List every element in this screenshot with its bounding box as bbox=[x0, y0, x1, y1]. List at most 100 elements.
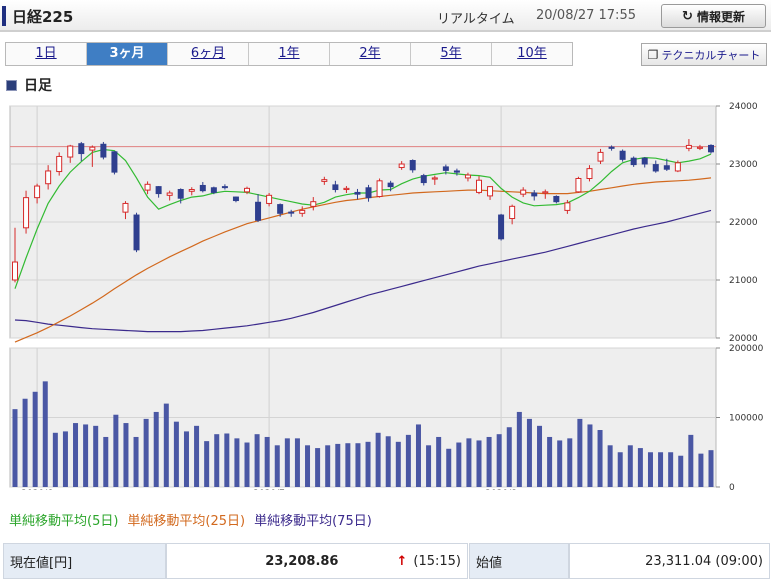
candle-body bbox=[420, 175, 427, 184]
volume-bar bbox=[607, 445, 613, 487]
tab-2y[interactable]: 2年 bbox=[330, 43, 411, 65]
candle-body bbox=[34, 185, 41, 199]
candle-body bbox=[586, 168, 593, 179]
candle-body bbox=[641, 157, 648, 165]
volume-bar bbox=[284, 438, 290, 487]
candle-body bbox=[199, 184, 206, 192]
volume-bar bbox=[627, 445, 633, 487]
volume-bar bbox=[73, 423, 79, 487]
volume-bar bbox=[486, 436, 492, 487]
volume-bar bbox=[143, 418, 149, 487]
window-icon: ❐ bbox=[647, 47, 659, 62]
section-heading: 日足 bbox=[6, 76, 52, 94]
candle-body bbox=[321, 179, 328, 182]
y-tick-label: 23000 bbox=[729, 160, 758, 170]
tab-3m[interactable]: 3ヶ月 bbox=[87, 43, 168, 65]
candle-body bbox=[398, 163, 405, 168]
candle-body bbox=[45, 170, 52, 185]
ma25-line bbox=[14, 177, 712, 343]
volume-bar bbox=[617, 452, 623, 487]
tab-6m[interactable]: 6ヶ月 bbox=[168, 43, 249, 65]
square-bullet-icon bbox=[6, 79, 17, 91]
volume-bar bbox=[668, 452, 674, 487]
candle-body bbox=[255, 201, 262, 221]
candle-body bbox=[288, 211, 295, 214]
volume-bar bbox=[567, 438, 573, 487]
volume-bar bbox=[456, 442, 462, 487]
tab-1d[interactable]: 1日 bbox=[6, 43, 87, 65]
tab-5y[interactable]: 5年 bbox=[411, 43, 492, 65]
candle-body bbox=[144, 183, 151, 191]
candle-body bbox=[652, 164, 659, 172]
volume-bar bbox=[153, 411, 159, 487]
volume-bar bbox=[537, 425, 543, 487]
volume-bar bbox=[305, 445, 311, 487]
tab-10y[interactable]: 10年 bbox=[517, 46, 547, 61]
candle-body bbox=[453, 170, 460, 173]
volume-bar bbox=[183, 431, 189, 487]
volume-bar bbox=[83, 424, 89, 487]
candle-body bbox=[376, 180, 383, 197]
volume-bar bbox=[123, 423, 129, 487]
candle-body bbox=[696, 146, 703, 149]
volume-bar bbox=[637, 448, 643, 487]
title-accent bbox=[2, 6, 6, 26]
candle-body bbox=[12, 261, 18, 281]
volume-bar bbox=[708, 450, 714, 487]
y-tick-label: 21000 bbox=[729, 276, 758, 286]
up-arrow-icon: ↑ bbox=[396, 553, 408, 569]
technical-chart-button[interactable]: ❐ テクニカルチャート bbox=[641, 43, 767, 66]
page-title: 日経225 bbox=[12, 8, 74, 26]
technical-chart-label: テクニカルチャート bbox=[661, 48, 761, 62]
tab-1y[interactable]: 1年 bbox=[249, 43, 330, 65]
refresh-button[interactable]: ↻ 情報更新 bbox=[661, 4, 766, 28]
candle-body bbox=[210, 187, 217, 193]
section-title: 日足 bbox=[24, 78, 52, 94]
current-price-cell: 23,208.86 ↑ (15:15) bbox=[166, 543, 468, 579]
volume-bar bbox=[163, 403, 169, 487]
volume-bar bbox=[103, 436, 109, 487]
legend-ma5: 単純移動平均(5日) bbox=[9, 514, 119, 529]
volume-bar bbox=[355, 443, 361, 487]
volume-bar bbox=[325, 445, 331, 487]
open-price-value: 23,311.04 (09:00) bbox=[569, 543, 770, 579]
volume-bar bbox=[506, 427, 512, 487]
volume-bar bbox=[436, 436, 442, 487]
candle-body bbox=[89, 146, 96, 151]
period-tabs: 1日 3ヶ月 6ヶ月 1年 2年 5年 10年 bbox=[5, 42, 573, 66]
candle-body bbox=[23, 197, 30, 229]
volume-bar bbox=[22, 398, 28, 487]
volume-tick-label: 0 bbox=[729, 483, 735, 490]
volume-bar bbox=[244, 442, 250, 487]
volume-bar bbox=[395, 441, 401, 487]
realtime-label: リアルタイム bbox=[437, 12, 515, 27]
volume-bar bbox=[597, 430, 603, 487]
candle-body bbox=[299, 209, 306, 214]
candle-body bbox=[277, 204, 284, 214]
legend-ma75: 単純移動平均(75日) bbox=[254, 514, 372, 529]
volume-bar bbox=[526, 418, 532, 487]
candle-body bbox=[122, 202, 129, 213]
candle-body bbox=[553, 195, 560, 203]
volume-bar bbox=[385, 436, 391, 487]
y-tick-label: 24000 bbox=[729, 102, 758, 112]
volume-bar bbox=[234, 438, 240, 487]
volume-bar bbox=[365, 441, 371, 487]
candle-body bbox=[332, 184, 339, 191]
volume-bar bbox=[254, 434, 260, 487]
candle-body bbox=[564, 202, 571, 211]
candle-body bbox=[354, 191, 361, 195]
candle-body bbox=[663, 165, 670, 170]
candle-body bbox=[387, 182, 394, 188]
current-price-label: 現在値[円] bbox=[3, 543, 166, 579]
candle-body bbox=[487, 186, 494, 197]
candle-body bbox=[597, 151, 604, 162]
volume-bar bbox=[204, 441, 210, 487]
candle-body bbox=[166, 192, 173, 196]
candle-body bbox=[619, 150, 626, 160]
candle-body bbox=[56, 155, 63, 173]
volume-bar bbox=[194, 425, 200, 487]
volume-bar bbox=[577, 418, 583, 487]
volume-bar bbox=[315, 448, 321, 487]
volume-bar bbox=[698, 453, 704, 487]
